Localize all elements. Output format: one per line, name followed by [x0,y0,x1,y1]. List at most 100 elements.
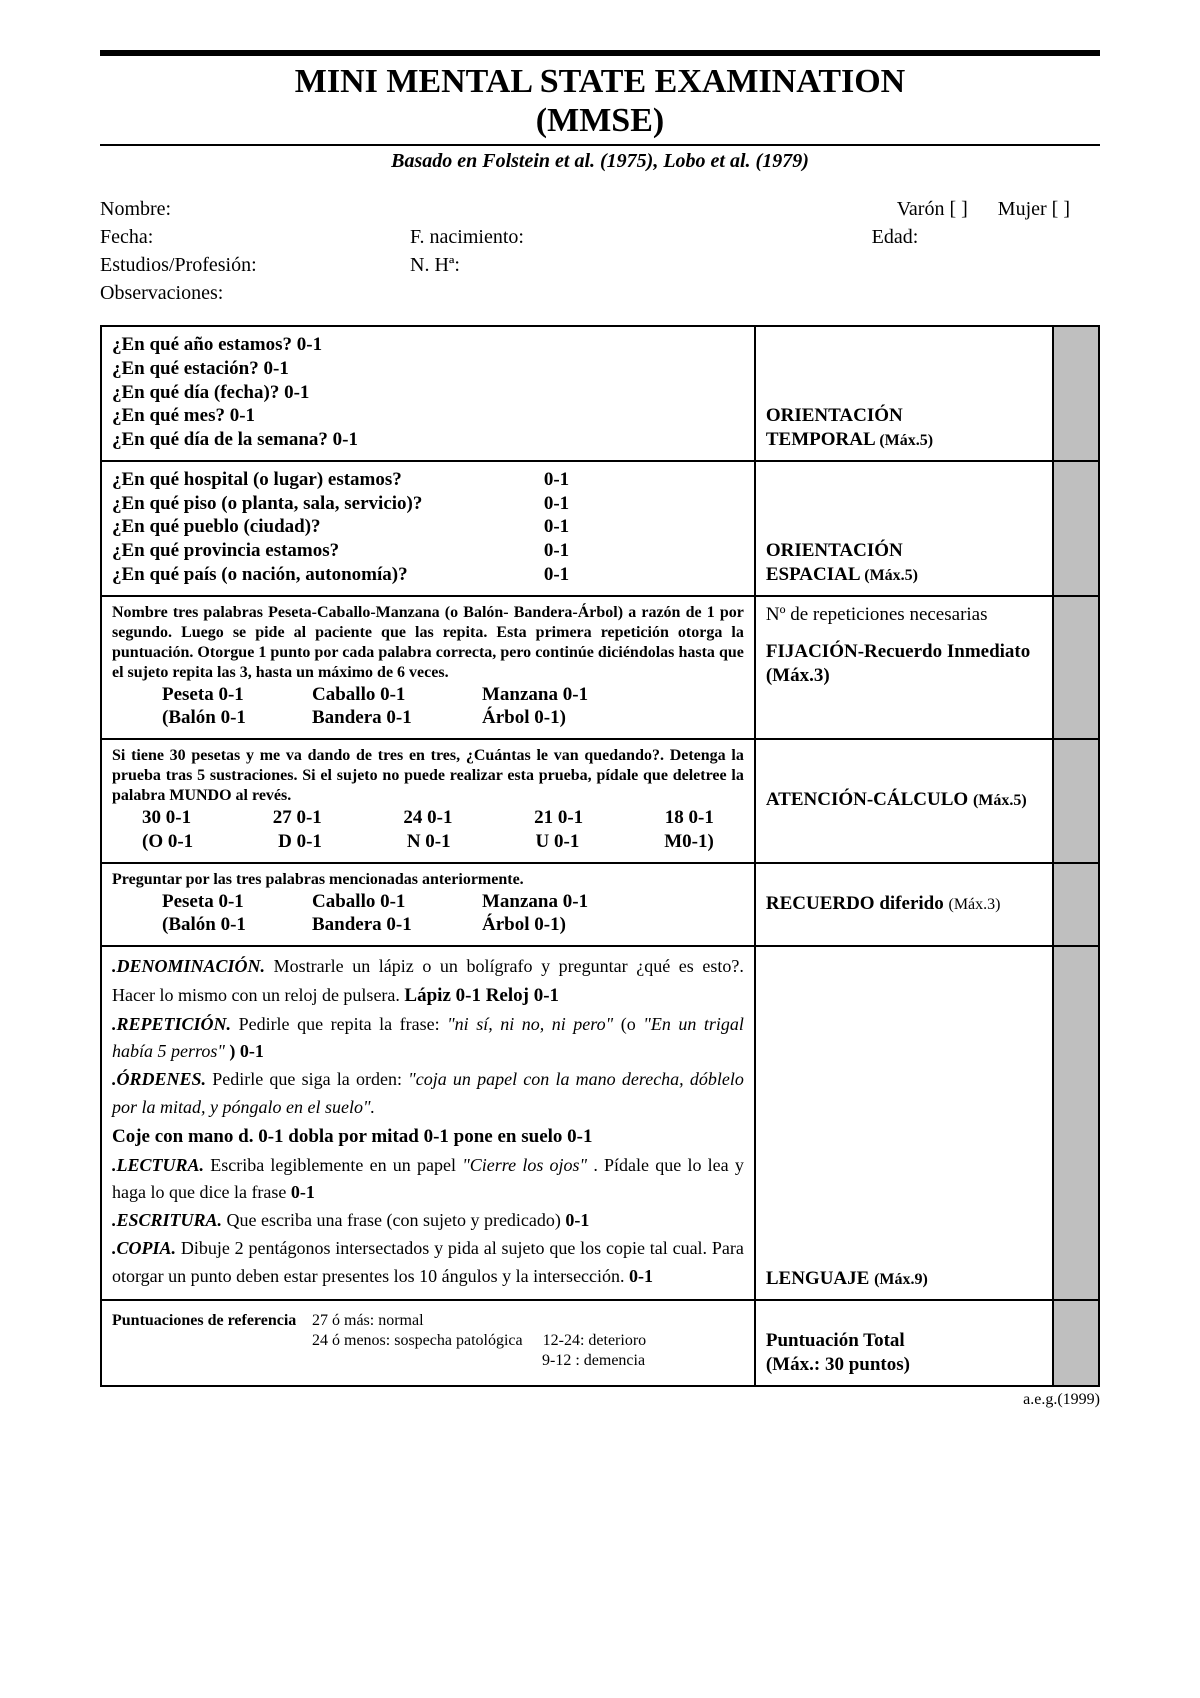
len-lec-t1: Escriba legiblemente en un papel [210,1155,462,1175]
oe-label1: ORIENTACIÓN [766,540,903,561]
rec-w2: Caballo 0-1 [312,890,482,914]
oe-s3: 0-1 [544,515,744,539]
len-cop-s: 0-1 [629,1266,653,1286]
len-denom-h: .DENOMINACIÓN. [112,956,265,976]
rec-scorebox[interactable] [1053,863,1099,947]
oe-scorebox[interactable] [1053,461,1099,596]
len-esc-h: .ESCRITURA. [112,1210,222,1230]
fij-rep: Nº de repeticiones necesarias [766,603,1042,627]
ot-scorebox[interactable] [1053,326,1099,461]
row-lenguaje: .DENOMINACIÓN. Mostrarle un lápiz o un b… [101,946,1099,1300]
ot-q3: ¿En qué día (fecha)? 0-1 [112,381,744,405]
label-nombre: Nombre: [100,195,410,223]
at-label: ATENCIÓN-CÁLCULO [766,789,968,810]
patient-info: Nombre: Varón [ ] Mujer [ ] Fecha: F. na… [100,191,1100,325]
len-esc-s: 0-1 [565,1210,589,1230]
title-block: MINI MENTAL STATE EXAMINATION (MMSE) [100,56,1100,144]
ref-l4: 9-12 : demencia [312,1351,646,1371]
at-r1b: 27 0-1 [273,806,322,830]
at-instr: Si tiene 30 pesetas y me va dando de tre… [112,746,744,806]
rec-max: (Máx.3) [948,896,1000,913]
at-r1a: 30 0-1 [142,806,191,830]
len-cop-h: .COPIA. [112,1238,176,1258]
row-orient-espacial: ¿En qué hospital (o lugar) estamos? 0-1 ¿… [101,461,1099,596]
rec-w3: Manzana 0-1 [482,890,588,914]
len-lec-s: 0-1 [291,1182,315,1202]
title-line-2: (MMSE) [536,102,664,139]
rec-w5: Bandera 0-1 [312,913,482,937]
ot-q4: ¿En qué mes? 0-1 [112,404,744,428]
len-max: (Máx.9) [874,1271,928,1288]
ot-label2: TEMPORAL [766,429,875,450]
row-recuerdo: Preguntar por las tres palabras menciona… [101,863,1099,947]
at-r1e: 18 0-1 [665,806,714,830]
row-orient-temporal: ¿En qué año estamos? 0-1 ¿En qué estació… [101,326,1099,461]
ref-l2: 24 ó menos: sospecha patológica [312,1332,523,1349]
mmse-table: ¿En qué año estamos? 0-1 ¿En qué estació… [100,325,1100,1387]
label-varon: Varón [ ] [897,198,968,220]
row-atencion: Si tiene 30 pesetas y me va dando de tre… [101,739,1099,863]
label-obs: Observaciones: [100,279,410,307]
len-label: LENGUAJE [766,1268,869,1289]
ref-h: Puntuaciones de referencia [112,1311,312,1371]
at-r1d: 21 0-1 [534,806,583,830]
oe-s1: 0-1 [544,468,744,492]
fij-w2: Caballo 0-1 [312,683,482,707]
ot-label1: ORIENTACIÓN [766,405,903,426]
fij-w5: Bandera 0-1 [312,706,482,730]
ot-q1: ¿En qué año estamos? 0-1 [112,333,744,357]
len-rep-or: (o [621,1014,644,1034]
fij-w1: Peseta 0-1 [162,683,312,707]
rec-label: RECUERDO diferido [766,893,944,914]
oe-label2: ESPACIAL [766,564,860,585]
len-rep-t: Pedirle que repita la frase: [239,1014,448,1034]
oe-s2: 0-1 [544,492,744,516]
fij-scorebox[interactable] [1053,596,1099,740]
rec-w4: (Balón 0-1 [162,913,312,937]
at-scorebox[interactable] [1053,739,1099,863]
footnote: a.e.g.(1999) [100,1387,1100,1409]
ot-q2: ¿En qué estación? 0-1 [112,357,744,381]
len-scorebox[interactable] [1053,946,1099,1300]
len-rep-h: .REPETICIÓN. [112,1014,231,1034]
ot-q5: ¿En qué día de la semana? 0-1 [112,428,744,452]
len-rep-s: ) 0-1 [229,1041,264,1061]
rec-w1: Peseta 0-1 [162,890,312,914]
len-rep-q1: "ni sí, ni no, ni pero" [447,1014,613,1034]
oe-q1: ¿En qué hospital (o lugar) estamos? [112,468,402,492]
at-r2b: D 0-1 [278,830,322,854]
fij-label: FIJACIÓN-Recuerdo Inmediato [766,641,1030,662]
row-fijacion: Nombre tres palabras Peseta-Caballo-Manz… [101,596,1099,740]
ref-l1: 27 ó más: normal [312,1311,646,1331]
oe-s5: 0-1 [544,563,744,587]
at-r2c: N 0-1 [407,830,451,854]
at-r2e: M0-1) [664,830,714,854]
oe-q5: ¿En qué país (o nación, autonomía)? [112,563,408,587]
label-edad: Edad: [690,223,1100,251]
ot-max: (Máx.5) [879,432,933,449]
label-nh: N. Hª: [410,251,690,279]
len-esc-t: Que escriba una frase (con sujeto y pred… [227,1210,566,1230]
oe-q2: ¿En qué piso (o planta, sala, servicio)? [112,492,422,516]
row-referencia: Puntuaciones de referencia 27 ó más: nor… [101,1300,1099,1386]
fij-instr: Nombre tres palabras Peseta-Caballo-Manz… [112,603,744,683]
label-fecha: Fecha: [100,223,410,251]
label-fnac: F. nacimiento: [410,223,690,251]
len-ord-h: .ÓRDENES. [112,1069,206,1089]
oe-q4: ¿En qué provincia estamos? [112,539,339,563]
at-r2d: U 0-1 [536,830,580,854]
fij-max: (Máx.3) [766,665,830,686]
len-lec-h: .LECTURA. [112,1155,204,1175]
at-r2a: (O 0-1 [142,830,193,854]
len-denom-s: Lápiz 0-1 Reloj 0-1 [404,985,559,1006]
total-label2: (Máx.: 30 puntos) [766,1354,910,1375]
fij-w4: (Balón 0-1 [162,706,312,730]
title-line-1: MINI MENTAL STATE EXAMINATION [295,63,906,100]
label-mujer: Mujer [ ] [998,198,1070,220]
total-scorebox[interactable] [1053,1300,1099,1386]
page: MINI MENTAL STATE EXAMINATION (MMSE) Bas… [0,0,1200,1698]
len-ord-t: Pedirle que siga la orden: [212,1069,408,1089]
len-ord-q: "coja un papel con la mano derecha, dóbl… [112,1069,744,1117]
rec-instr: Preguntar por las tres palabras menciona… [112,870,744,890]
fij-w6: Árbol 0-1) [482,706,566,730]
